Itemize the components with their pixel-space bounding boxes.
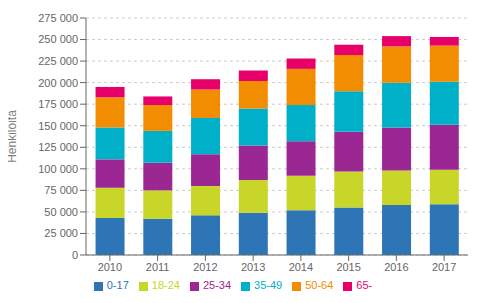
svg-text:2015: 2015	[336, 261, 360, 273]
svg-text:275 000: 275 000	[38, 12, 78, 24]
html-text:0-17: 0-17	[106, 279, 129, 291]
svg-text:150 000: 150 000	[38, 120, 78, 132]
svg-text:200 000: 200 000	[38, 77, 78, 89]
svg-text:100 000: 100 000	[38, 163, 78, 175]
svg-text:2014: 2014	[289, 261, 313, 273]
html-text:18-24: 18-24	[151, 279, 180, 291]
html-text:50-64: 50-64	[305, 279, 334, 291]
svg-text:Henkilöitä: Henkilöitä	[8, 110, 19, 163]
svg-text:125 000: 125 000	[38, 141, 78, 153]
svg-text:225 000: 225 000	[38, 55, 78, 67]
svg-text:2012: 2012	[193, 261, 217, 273]
svg-text:2013: 2013	[241, 261, 265, 273]
html-text:65-: 65-	[356, 279, 373, 291]
html-text:25-34: 25-34	[202, 279, 232, 291]
svg-text:250 000: 250 000	[38, 33, 78, 45]
svg-text:0: 0	[72, 249, 78, 261]
svg-text:2016: 2016	[384, 261, 408, 273]
svg-text:25 000: 25 000	[44, 227, 78, 239]
svg-text:75 000: 75 000	[44, 184, 78, 196]
svg-text:175 000: 175 000	[38, 98, 78, 110]
html-text:35-49: 35-49	[254, 279, 283, 291]
svg-text:2011: 2011	[146, 261, 170, 273]
svg-text:2010: 2010	[98, 261, 122, 273]
svg-text:50 000: 50 000	[44, 206, 78, 218]
svg-text:2017: 2017	[432, 261, 456, 273]
